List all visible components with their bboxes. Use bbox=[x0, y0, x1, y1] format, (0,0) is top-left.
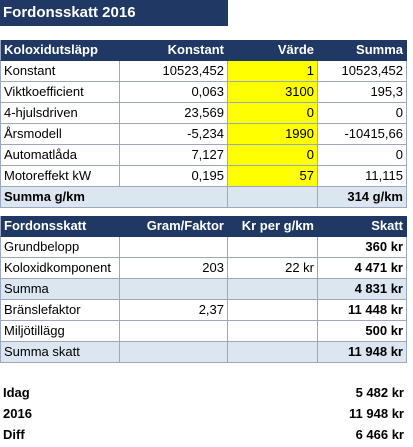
row-label-cell[interactable]: Motoreffekt kW bbox=[0, 166, 120, 187]
summary-row: Idag 5 482 kr bbox=[0, 382, 407, 403]
gram-factor-cell[interactable] bbox=[120, 237, 228, 258]
value-input-cell[interactable]: 3100 bbox=[228, 82, 318, 103]
sum-cell[interactable]: 0 bbox=[318, 103, 407, 124]
table-row: Konstant 10523,452 1 10523,452 bbox=[0, 61, 407, 82]
row-label-cell[interactable]: Summa bbox=[0, 279, 120, 300]
sum-cell[interactable]: 195,3 bbox=[318, 82, 407, 103]
gram-factor-cell[interactable]: 2,37 bbox=[120, 300, 228, 321]
row-label-cell[interactable]: 4-hjulsdriven bbox=[0, 103, 120, 124]
kr-per-gkm-cell[interactable] bbox=[228, 321, 318, 342]
summary-label[interactable]: 2016 bbox=[3, 406, 32, 421]
header-cell[interactable]: Kr per g/km bbox=[228, 216, 318, 237]
gram-factor-cell[interactable] bbox=[120, 342, 228, 363]
row-label-cell[interactable]: Miljötillägg bbox=[0, 321, 120, 342]
kr-per-gkm-cell[interactable]: 22 kr bbox=[228, 258, 318, 279]
kr-per-gkm-cell[interactable] bbox=[228, 279, 318, 300]
value-input-cell[interactable]: 1990 bbox=[228, 124, 318, 145]
constant-cell[interactable]: 23,569 bbox=[120, 103, 228, 124]
table-row: Miljötillägg 500 kr bbox=[0, 321, 407, 342]
tax-cell[interactable]: 4 831 kr bbox=[318, 279, 407, 300]
tax-cell[interactable]: 11 948 kr bbox=[318, 342, 407, 363]
header-cell[interactable]: Koloxidutsläpp bbox=[0, 40, 120, 61]
tax-cell[interactable]: 4 471 kr bbox=[318, 258, 407, 279]
table-row: Summa skatt 11 948 kr bbox=[0, 342, 407, 363]
constant-cell[interactable]: 0,195 bbox=[120, 166, 228, 187]
header-cell[interactable]: Summa bbox=[318, 40, 407, 61]
sum-cell[interactable]: 0 bbox=[318, 145, 407, 166]
constant-cell[interactable]: 0,063 bbox=[120, 82, 228, 103]
summary-label[interactable]: Idag bbox=[3, 385, 30, 400]
gram-factor-cell[interactable]: 203 bbox=[120, 258, 228, 279]
table-row: Bränslefaktor 2,37 11 448 kr bbox=[0, 300, 407, 321]
row-label-cell[interactable]: Bränslefaktor bbox=[0, 300, 120, 321]
gram-factor-cell[interactable] bbox=[120, 321, 228, 342]
table-row: Automatlåda 7,127 0 0 bbox=[0, 145, 407, 166]
summary-row: 2016 11 948 kr bbox=[0, 403, 407, 424]
summary-label[interactable]: Diff bbox=[3, 427, 25, 442]
header-cell[interactable]: Fordonsskatt bbox=[0, 216, 120, 237]
header-cell[interactable]: Värde bbox=[228, 40, 318, 61]
value-input-cell[interactable]: 0 bbox=[228, 103, 318, 124]
value-input-cell[interactable]: 57 bbox=[228, 166, 318, 187]
table-row: Motoreffekt kW 0,195 57 11,115 bbox=[0, 166, 407, 187]
tax-cell[interactable]: 11 448 kr bbox=[318, 300, 407, 321]
sum-total-cell[interactable]: 314 g/km bbox=[318, 187, 407, 208]
tax-cell[interactable]: 360 kr bbox=[318, 237, 407, 258]
row-label-cell[interactable]: Summa skatt bbox=[0, 342, 120, 363]
tax-cell[interactable]: 500 kr bbox=[318, 321, 407, 342]
sum-cell[interactable]: 10523,452 bbox=[318, 61, 407, 82]
header-cell[interactable]: Skatt bbox=[318, 216, 407, 237]
row-label-cell[interactable]: Automatlåda bbox=[0, 145, 120, 166]
summary-row: Diff 6 466 kr bbox=[0, 424, 407, 445]
kr-per-gkm-cell[interactable] bbox=[228, 342, 318, 363]
empty-cell[interactable] bbox=[228, 187, 318, 208]
summary-block: Idag 5 482 kr 2016 11 948 kr Diff 6 466 … bbox=[0, 382, 407, 445]
table-row: Viktkoefficient 0,063 3100 195,3 bbox=[0, 82, 407, 103]
table-row: Årsmodell -5,234 1990 -10415,66 bbox=[0, 124, 407, 145]
table-row: 4-hjulsdriven 23,569 0 0 bbox=[0, 103, 407, 124]
kr-per-gkm-cell[interactable] bbox=[228, 237, 318, 258]
constant-cell[interactable]: 7,127 bbox=[120, 145, 228, 166]
koloxid-table: Koloxidutsläpp Konstant Värde Summa Kons… bbox=[0, 40, 407, 208]
value-input-cell[interactable]: 0 bbox=[228, 145, 318, 166]
sum-row: Summa g/km 314 g/km bbox=[0, 187, 407, 208]
constant-cell[interactable]: -5,234 bbox=[120, 124, 228, 145]
header-cell[interactable]: Konstant bbox=[120, 40, 228, 61]
koloxid-header-row: Koloxidutsläpp Konstant Värde Summa bbox=[0, 40, 407, 61]
row-label-cell[interactable]: Årsmodell bbox=[0, 124, 120, 145]
summary-value[interactable]: 6 466 kr bbox=[355, 427, 404, 442]
row-label-cell[interactable]: Koloxidkomponent bbox=[0, 258, 120, 279]
gram-factor-cell[interactable] bbox=[120, 279, 228, 300]
row-label-cell[interactable]: Viktkoefficient bbox=[0, 82, 120, 103]
table-row: Koloxidkomponent 203 22 kr 4 471 kr bbox=[0, 258, 407, 279]
fordonsskatt-header-row: Fordonsskatt Gram/Faktor Kr per g/km Ska… bbox=[0, 216, 407, 237]
value-input-cell[interactable]: 1 bbox=[228, 61, 318, 82]
header-cell[interactable]: Gram/Faktor bbox=[120, 216, 228, 237]
sum-label-cell[interactable]: Summa g/km bbox=[0, 187, 228, 208]
row-label-cell[interactable]: Konstant bbox=[0, 61, 120, 82]
sum-cell[interactable]: -10415,66 bbox=[318, 124, 407, 145]
sheet-title: Fordonsskatt 2016 bbox=[0, 0, 228, 26]
kr-per-gkm-cell[interactable] bbox=[228, 300, 318, 321]
table-row: Summa 4 831 kr bbox=[0, 279, 407, 300]
sum-cell[interactable]: 11,115 bbox=[318, 166, 407, 187]
row-label-cell[interactable]: Grundbelopp bbox=[0, 237, 120, 258]
summary-value[interactable]: 5 482 kr bbox=[355, 385, 404, 400]
constant-cell[interactable]: 10523,452 bbox=[120, 61, 228, 82]
fordonsskatt-table: Fordonsskatt Gram/Faktor Kr per g/km Ska… bbox=[0, 216, 407, 363]
summary-value[interactable]: 11 948 kr bbox=[349, 406, 404, 421]
table-row: Grundbelopp 360 kr bbox=[0, 237, 407, 258]
